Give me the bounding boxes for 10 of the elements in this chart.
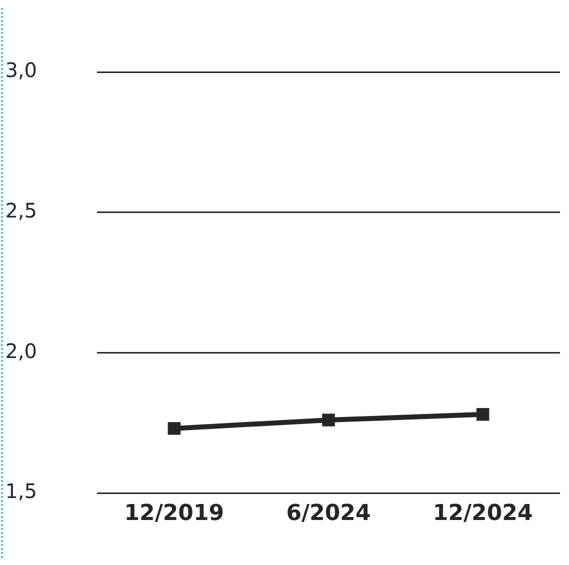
y-tick-label: 3,0 [5,58,37,82]
point [322,414,335,426]
point [476,408,490,421]
y-tick-label: 2,5 [5,198,37,223]
y-tick-label: 1,5 [5,479,37,504]
x-tick-label: 12/2019 [124,500,224,526]
y-tick-label: 2,0 [5,338,37,363]
point [168,422,181,435]
x-tick-label: 6/2024 [286,500,371,526]
x-tick-label: 12/2024 [432,500,533,526]
